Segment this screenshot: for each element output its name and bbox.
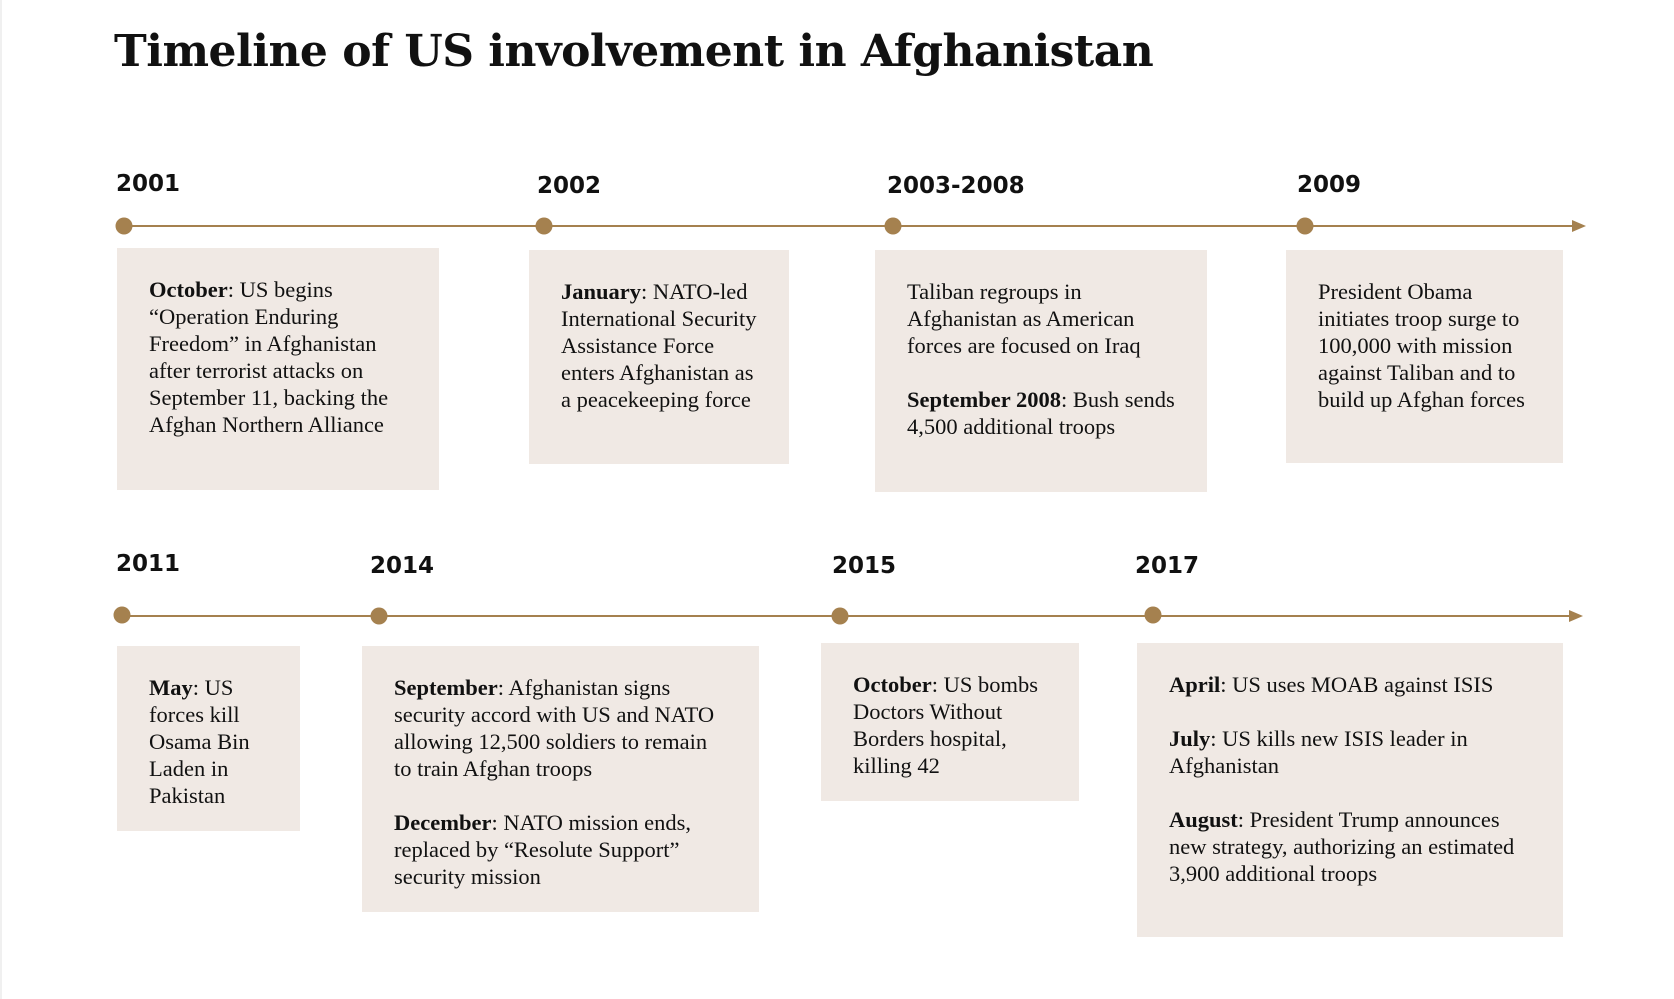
event-paragraph: July: US kills new ISIS leader in Afghan… (1169, 725, 1533, 779)
year-label: 2017 (1135, 553, 1200, 579)
event-text: : US forces kill Osama Bin Laden in Paki… (149, 675, 250, 808)
event-card: September: Afghanistan signs security ac… (362, 646, 759, 912)
event-paragraph: October: US bombs Doctors Without Border… (853, 671, 1049, 779)
event-text: Taliban regroups in Afghanistan as Ameri… (907, 279, 1141, 358)
event-text: : Bush sends 4,500 additional troops (907, 387, 1175, 439)
event-month: January (561, 279, 642, 304)
event-paragraph: September 2008: Bush sends 4,500 additio… (907, 386, 1177, 440)
event-month: April (1169, 672, 1221, 697)
year-label: 2002 (537, 173, 602, 199)
event-text: : US begins “Operation Enduring Freedom”… (149, 277, 389, 437)
arrow-right-icon (1572, 220, 1586, 232)
event-card: January: NATO-led International Security… (529, 250, 789, 464)
event-paragraph: January: NATO-led International Security… (561, 278, 759, 413)
event-card: President Obama initiates troop surge to… (1286, 250, 1563, 463)
page-title: Timeline of US involvement in Afghanista… (114, 26, 1154, 77)
year-label: 2015 (832, 553, 897, 579)
timeline-marker (1296, 217, 1314, 235)
event-paragraph: April: US uses MOAB against ISIS (1169, 671, 1533, 698)
event-text: : US uses MOAB against ISIS (1220, 672, 1494, 697)
year-label: 2003-2008 (887, 173, 1025, 199)
event-card: October: US bombs Doctors Without Border… (821, 643, 1079, 801)
timeline-marker (1144, 606, 1162, 624)
event-month: September 2008 (907, 387, 1061, 412)
year-label: 2009 (1297, 172, 1362, 198)
arrow-right-icon (1569, 610, 1583, 622)
year-label: 2001 (116, 171, 181, 197)
event-text: : NATO mission ends, replaced by “Resolu… (394, 810, 692, 889)
event-month: October (853, 672, 932, 697)
event-text: : Afghanistan signs security accord with… (394, 675, 715, 781)
event-text: : US bombs Doctors Without Borders hospi… (853, 672, 1038, 778)
event-month: July (1169, 726, 1211, 751)
timeline-marker (115, 217, 133, 235)
page-edge-divider (0, 0, 2, 999)
timeline-marker (535, 217, 553, 235)
event-text: : President Trump announces new strategy… (1169, 807, 1515, 886)
timeline-axis-1 (123, 225, 1575, 227)
year-label: 2014 (370, 553, 435, 579)
event-month: May (149, 675, 193, 700)
event-month: September (394, 675, 498, 700)
event-card: May: US forces kill Osama Bin Laden in P… (117, 646, 300, 831)
timeline-marker (831, 607, 849, 625)
timeline-marker (884, 217, 902, 235)
event-paragraph: Taliban regroups in Afghanistan as Ameri… (907, 278, 1177, 359)
timeline-marker (113, 606, 131, 624)
event-month: December (394, 810, 492, 835)
event-text: : US kills new ISIS leader in Afghanista… (1169, 726, 1468, 778)
timeline-marker (370, 607, 388, 625)
event-paragraph: August: President Trump announces new st… (1169, 806, 1533, 887)
event-paragraph: December: NATO mission ends, replaced by… (394, 809, 729, 890)
event-text: : NATO-led International Security Assist… (561, 279, 757, 412)
event-paragraph: May: US forces kill Osama Bin Laden in P… (149, 674, 270, 809)
year-label: 2011 (116, 551, 181, 577)
event-card: April: US uses MOAB against ISIS July: U… (1137, 643, 1563, 937)
event-text: President Obama initiates troop surge to… (1318, 279, 1525, 412)
event-month: October (149, 277, 228, 302)
event-paragraph: President Obama initiates troop surge to… (1318, 278, 1533, 413)
event-month: August (1169, 807, 1238, 832)
event-card: October: US begins “Operation Enduring F… (117, 248, 439, 490)
event-paragraph: September: Afghanistan signs security ac… (394, 674, 729, 782)
event-card: Taliban regroups in Afghanistan as Ameri… (875, 250, 1207, 492)
event-paragraph: October: US begins “Operation Enduring F… (149, 276, 409, 438)
